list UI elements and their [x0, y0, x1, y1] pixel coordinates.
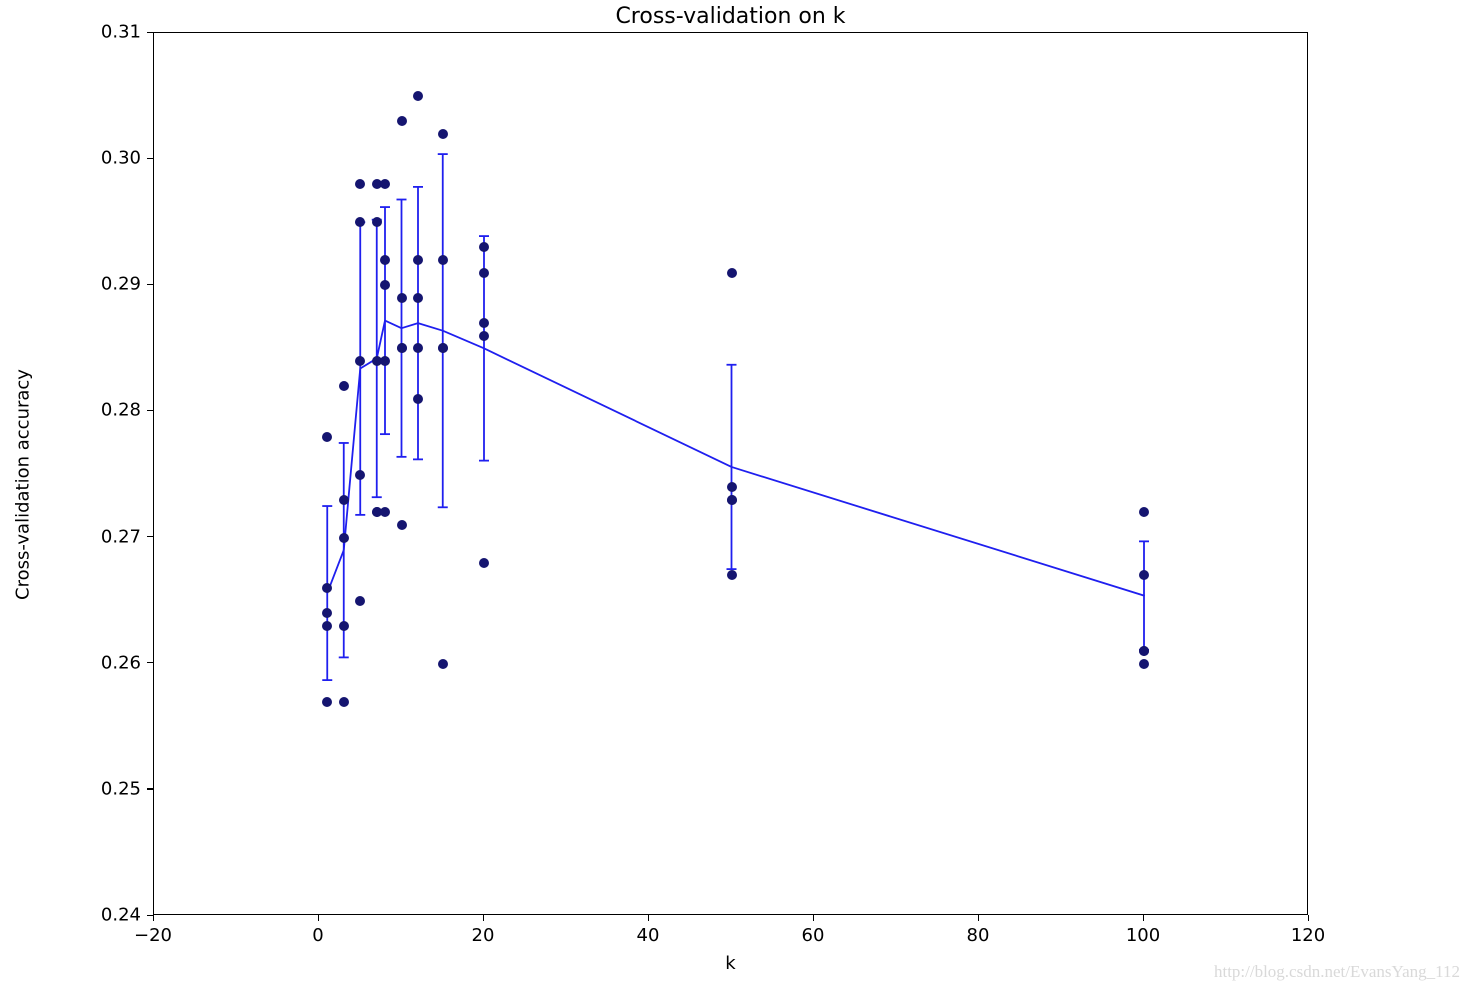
scatter-point: [438, 255, 448, 265]
x-tick-label: 0: [312, 925, 323, 946]
x-tick-mark: [1143, 915, 1144, 921]
scatter-point: [355, 470, 365, 480]
scatter-point: [339, 621, 349, 631]
y-tick-mark: [147, 662, 153, 663]
y-tick-label: 0.26: [71, 652, 141, 673]
x-tick-mark: [813, 915, 814, 921]
x-tick-label: 120: [1291, 925, 1325, 946]
scatter-point: [727, 495, 737, 505]
x-tick-mark: [1308, 915, 1309, 921]
x-tick-label: 80: [967, 925, 990, 946]
scatter-point: [339, 381, 349, 391]
scatter-point: [397, 116, 407, 126]
scatter-point: [1139, 659, 1149, 669]
scatter-point: [322, 697, 332, 707]
scatter-point: [1139, 507, 1149, 517]
scatter-point: [1139, 570, 1149, 580]
x-tick-mark: [978, 915, 979, 921]
scatter-point: [413, 343, 423, 353]
scatter-point: [380, 179, 390, 189]
watermark-text: http://blog.csdn.net/EvansYang_112: [1214, 962, 1460, 982]
scatter-point: [339, 697, 349, 707]
x-tick-mark: [483, 915, 484, 921]
scatter-point: [380, 356, 390, 366]
x-tick-mark: [648, 915, 649, 921]
y-tick-mark: [147, 788, 153, 789]
x-tick-label: 100: [1126, 925, 1160, 946]
x-tick-mark: [153, 915, 154, 921]
scatter-point: [413, 91, 423, 101]
scatter-point: [355, 356, 365, 366]
mean-line: [327, 321, 1144, 596]
scatter-point: [479, 558, 489, 568]
scatter-point: [479, 318, 489, 328]
y-tick-mark: [147, 158, 153, 159]
scatter-point: [380, 255, 390, 265]
scatter-point: [397, 520, 407, 530]
y-tick-mark: [147, 32, 153, 33]
scatter-point: [372, 217, 382, 227]
scatter-point: [380, 507, 390, 517]
scatter-point: [355, 179, 365, 189]
scatter-point: [438, 343, 448, 353]
scatter-point: [355, 596, 365, 606]
x-tick-label: −20: [134, 925, 172, 946]
y-tick-label: 0.25: [71, 778, 141, 799]
scatter-point: [339, 495, 349, 505]
scatter-point: [322, 583, 332, 593]
y-tick-mark: [147, 284, 153, 285]
scatter-point: [355, 217, 365, 227]
scatter-point: [438, 659, 448, 669]
y-tick-label: 0.28: [71, 400, 141, 421]
y-tick-label: 0.27: [71, 526, 141, 547]
x-tick-label: 60: [802, 925, 825, 946]
y-axis-label: Cross-validation accuracy: [13, 334, 34, 634]
x-axis-label: k: [725, 953, 735, 974]
x-tick-mark: [318, 915, 319, 921]
scatter-point: [727, 482, 737, 492]
x-tick-label: 40: [637, 925, 660, 946]
y-tick-label: 0.24: [71, 905, 141, 926]
scatter-point: [727, 570, 737, 580]
scatter-point: [339, 533, 349, 543]
plot-area: [153, 32, 1308, 915]
scatter-point: [413, 394, 423, 404]
y-tick-label: 0.29: [71, 274, 141, 295]
scatter-point: [413, 293, 423, 303]
scatter-point: [479, 331, 489, 341]
y-tick-mark: [147, 536, 153, 537]
scatter-point: [322, 621, 332, 631]
y-tick-label: 0.31: [71, 22, 141, 43]
y-tick-mark: [147, 410, 153, 411]
scatter-point: [479, 268, 489, 278]
x-tick-label: 20: [472, 925, 495, 946]
scatter-point: [727, 268, 737, 278]
line-layer: [154, 33, 1309, 916]
scatter-point: [413, 255, 423, 265]
scatter-point: [380, 280, 390, 290]
scatter-point: [479, 242, 489, 252]
scatter-point: [397, 293, 407, 303]
y-tick-mark: [147, 915, 153, 916]
chart-title: Cross-validation on k: [615, 4, 845, 29]
scatter-point: [438, 129, 448, 139]
scatter-point: [397, 343, 407, 353]
scatter-point: [1139, 646, 1149, 656]
y-tick-label: 0.30: [71, 148, 141, 169]
scatter-point: [322, 608, 332, 618]
scatter-point: [322, 432, 332, 442]
figure: Cross-validation on k Cross-validation a…: [0, 0, 1462, 984]
